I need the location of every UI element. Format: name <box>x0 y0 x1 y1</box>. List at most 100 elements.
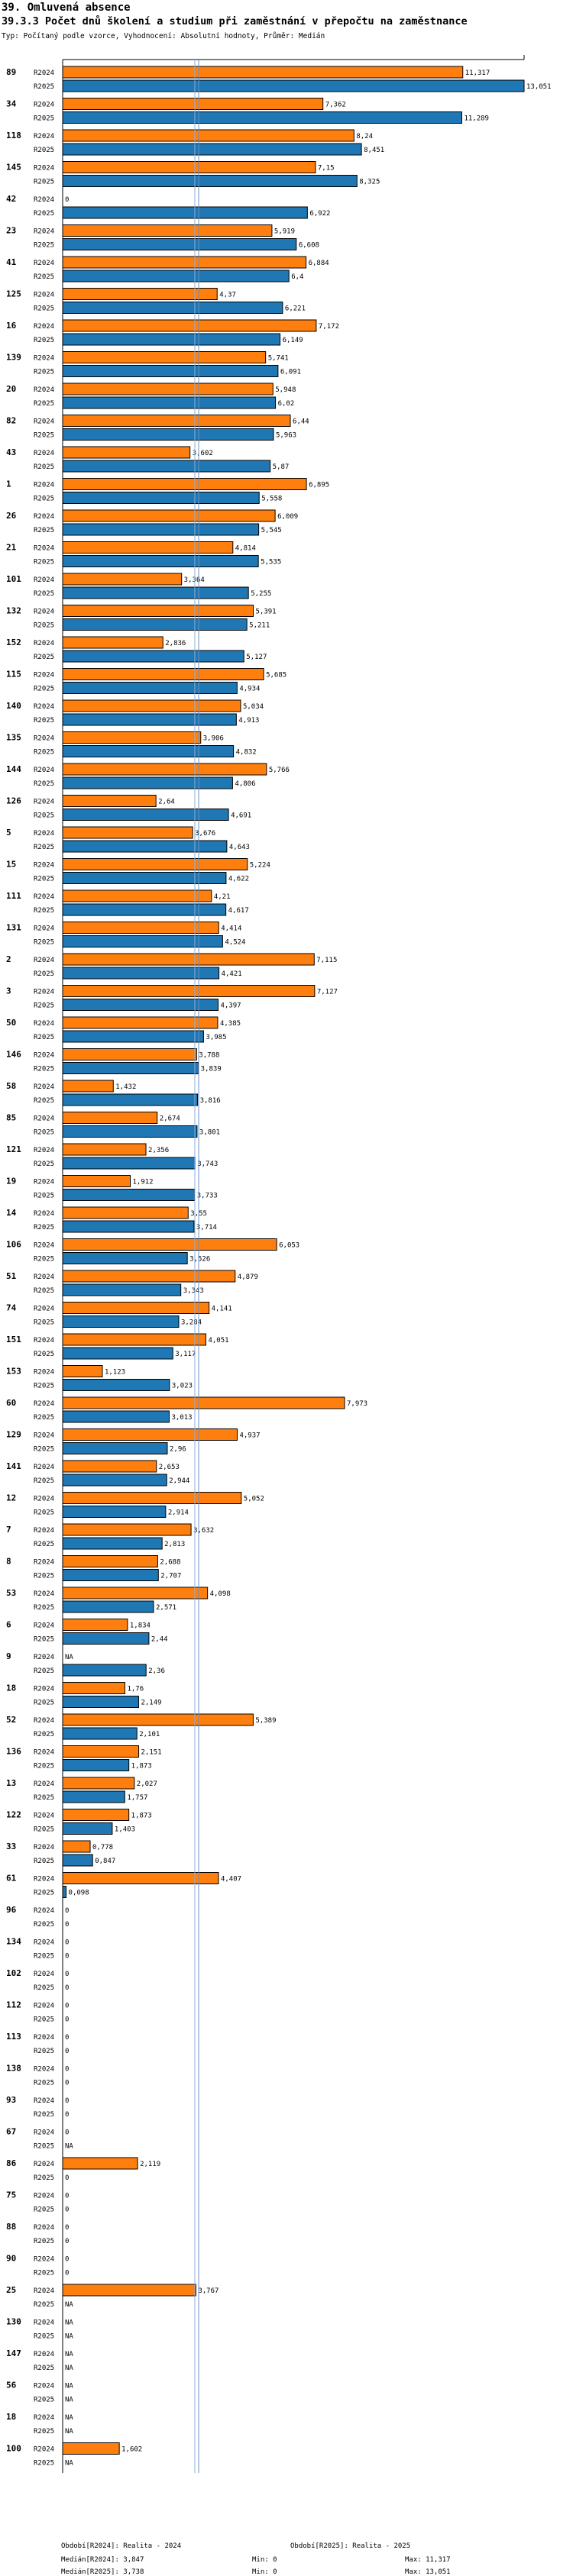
series-label-r2024: R2024 <box>34 1400 54 1408</box>
series-label-r2024: R2024 <box>34 1907 54 1915</box>
bar-r2024 <box>62 858 248 870</box>
bar-r2025 <box>62 935 223 947</box>
data-label-r2024: 5,919 <box>274 228 295 236</box>
data-label-r2024: 0 <box>65 2256 69 2264</box>
data-label-r2025: 3,526 <box>189 1256 210 1264</box>
bar-r2025 <box>62 745 235 757</box>
series-label-r2025: R2025 <box>34 2206 54 2214</box>
bar-r2025 <box>62 460 271 473</box>
series-label-r2025: R2025 <box>34 2048 54 2055</box>
series-label-r2025: R2025 <box>34 1636 54 1644</box>
bar-r2025 <box>62 1410 170 1423</box>
group-label: 16 <box>6 321 17 331</box>
data-label-r2024: 3,676 <box>195 830 215 838</box>
series-label-r2025: R2025 <box>34 1794 54 1802</box>
group-label: 13 <box>6 1778 16 1788</box>
bar-r2025 <box>62 1759 130 1771</box>
bar-r2024 <box>62 1333 206 1346</box>
bar-r2025 <box>62 79 525 92</box>
data-label-r2025: 6,4 <box>291 273 303 281</box>
data-label-r2024: 5,685 <box>266 672 286 680</box>
group-label: 90 <box>6 2254 16 2264</box>
data-label-r2025: 4,832 <box>236 749 257 757</box>
series-label-r2024: R2024 <box>34 2161 54 2168</box>
series-label-r2024: R2024 <box>34 1622 54 1630</box>
bar-r2024 <box>62 699 241 712</box>
series-label-r2024: R2024 <box>34 830 54 838</box>
series-label-r2024: R2024 <box>34 323 54 331</box>
data-label-r2024: 1,432 <box>115 1083 136 1091</box>
series-label-r2024: R2024 <box>34 2414 54 2422</box>
data-label-r2025: 2,707 <box>160 1573 181 1580</box>
bar-r2025 <box>62 1822 113 1835</box>
series-label-r2025: R2025 <box>34 1541 54 1548</box>
bar-r2025 <box>62 175 358 187</box>
data-label-r2025: NA <box>65 2333 73 2341</box>
series-label-r2024: R2024 <box>34 1115 54 1123</box>
group-label: 18 <box>6 1683 16 1693</box>
data-label-r2024: 2,119 <box>140 2161 160 2168</box>
bar-r2025 <box>62 809 229 821</box>
series-label-r2024: R2024 <box>34 2383 54 2390</box>
series-label-r2025: R2025 <box>34 590 54 598</box>
series-label-r2025: R2025 <box>34 1287 54 1295</box>
series-label-r2025: R2025 <box>34 2143 54 2151</box>
series-label-r2024: R2024 <box>34 893 54 901</box>
series-label-r2024: R2024 <box>34 735 54 743</box>
series-label-r2025: R2025 <box>34 1477 54 1485</box>
bar-r2025 <box>62 111 462 124</box>
data-label-r2024: 5,389 <box>255 1717 276 1725</box>
data-label-r2024: 7,127 <box>317 989 338 996</box>
group-label: 51 <box>6 1271 17 1281</box>
data-label-r2025: 0 <box>65 2174 69 2182</box>
data-label-r2024: NA <box>65 1654 73 1661</box>
series-label-r2024: R2024 <box>34 1147 54 1154</box>
series-label-r2025: R2025 <box>34 1763 54 1771</box>
bar-r2025 <box>62 967 220 980</box>
data-label-r2025: 0 <box>65 2048 69 2055</box>
data-label-r2025: 1,873 <box>131 1763 152 1771</box>
series-label-r2024: R2024 <box>34 1780 54 1788</box>
bar-r2024 <box>62 636 163 649</box>
data-label-r2025: 0 <box>65 2080 69 2087</box>
group-label: 25 <box>6 2285 16 2295</box>
bar-r2024 <box>62 2157 138 2170</box>
series-label-r2025: R2025 <box>34 1890 54 1897</box>
series-label-r2024: R2024 <box>34 640 54 647</box>
series-label-r2025: R2025 <box>34 496 54 503</box>
bar-r2024 <box>62 1048 197 1060</box>
bar-r2024 <box>62 98 324 110</box>
group-label: 121 <box>6 1144 21 1154</box>
data-label-r2024: 0 <box>65 1971 69 1978</box>
data-label-r2024: 0 <box>65 2066 69 2074</box>
series-label-r2024: R2024 <box>34 1210 54 1218</box>
bar-r2024 <box>62 2284 196 2297</box>
group-label: 135 <box>6 733 21 743</box>
group-label: 139 <box>6 353 21 363</box>
bar-r2024 <box>62 953 315 966</box>
group-label: 115 <box>6 670 21 680</box>
data-label-r2024: 2,688 <box>160 1559 180 1567</box>
series-label-r2024: R2024 <box>34 608 54 616</box>
group-label: 144 <box>6 764 21 774</box>
bar-r2025 <box>62 1189 196 1201</box>
data-label-r2024: 6,053 <box>279 1242 299 1250</box>
data-label-r2024: 0 <box>65 196 69 204</box>
data-label-r2024: 4,814 <box>235 545 256 553</box>
series-label-r2024: R2024 <box>34 2129 54 2137</box>
series-label-r2025: R2025 <box>34 147 54 154</box>
series-label-r2024: R2024 <box>34 418 54 426</box>
series-label-r2025: R2025 <box>34 2460 54 2468</box>
data-label-r2025: 5,255 <box>251 590 271 598</box>
bar-r2024 <box>62 1840 91 1853</box>
bar-r2025 <box>62 682 238 694</box>
data-label-r2024: 5,391 <box>255 608 276 616</box>
bar-r2024 <box>62 224 273 237</box>
data-label-r2025: 0 <box>65 2206 69 2214</box>
data-label-r2025: 6,091 <box>280 369 301 376</box>
data-label-r2024: 2,64 <box>158 799 175 806</box>
data-label-r2025: 4,397 <box>220 1002 241 1010</box>
footer-max-2024: Max: 11,317 <box>405 2556 451 2564</box>
group-label: 3 <box>6 986 11 996</box>
bar-r2024 <box>62 1523 192 1536</box>
